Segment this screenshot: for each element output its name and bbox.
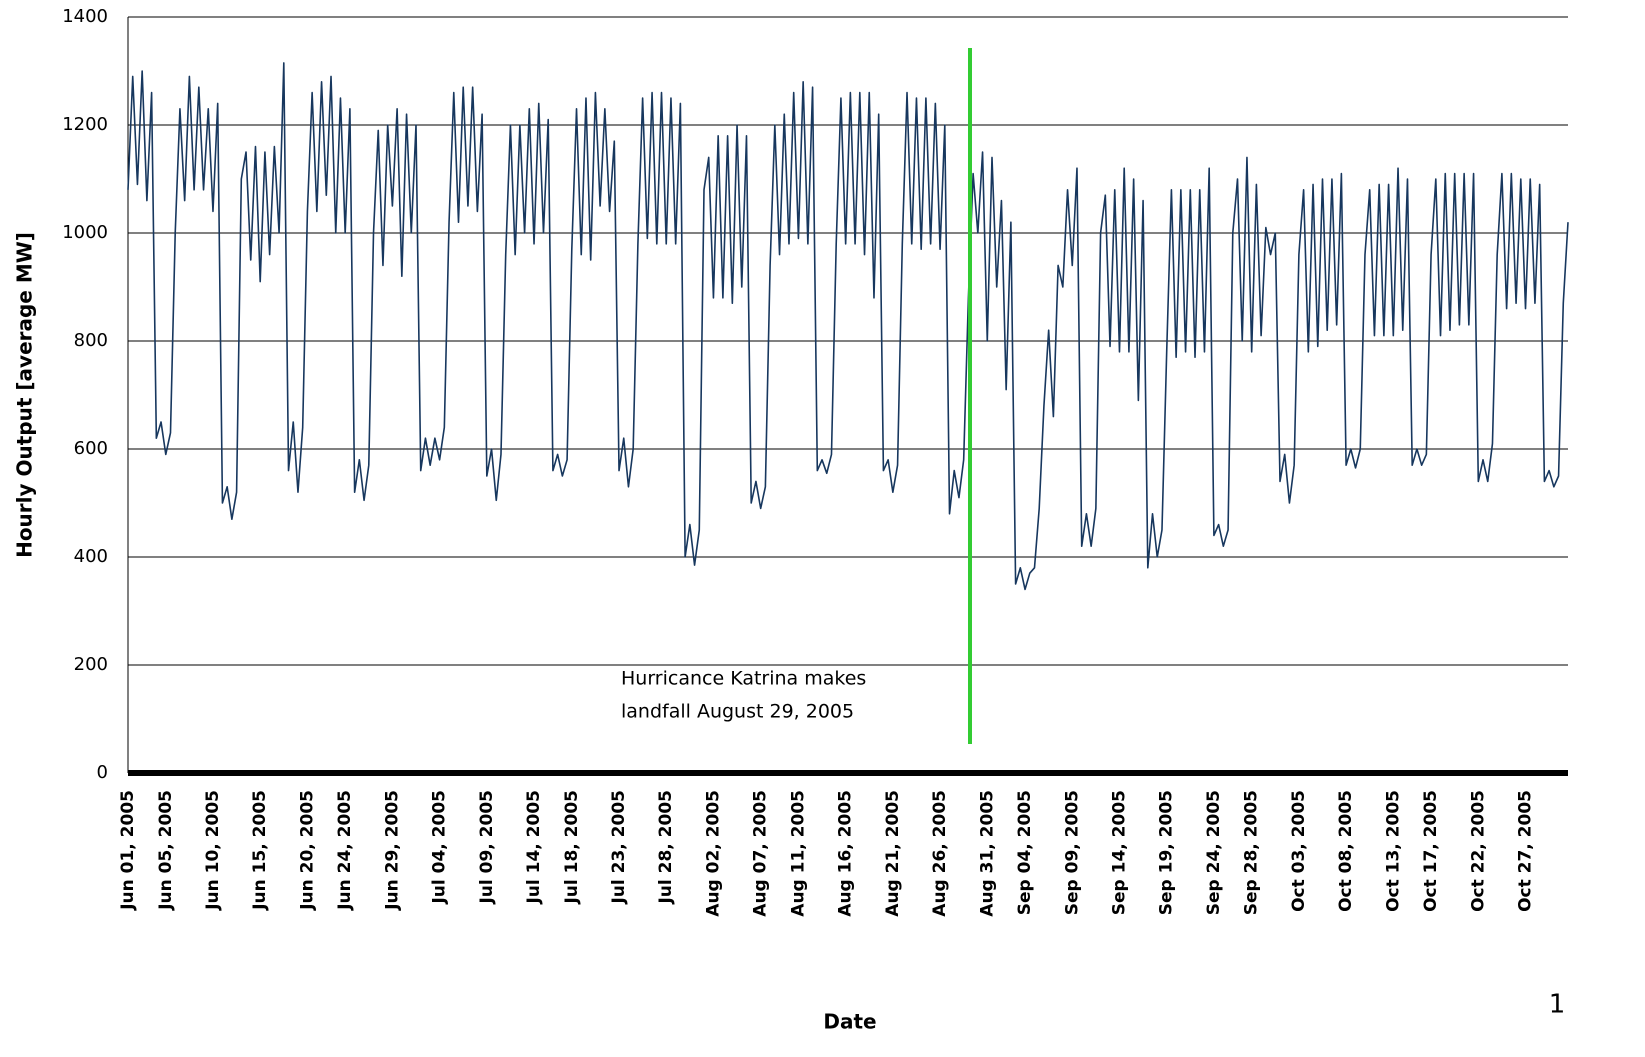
y-tick-label: 600 [74, 438, 108, 459]
x-tick-label: Jun 01, 2005 [118, 790, 138, 911]
y-tick-label: 800 [74, 330, 108, 351]
x-tick-label: Jun 29, 2005 [382, 790, 402, 911]
x-tick-label: Oct 22, 2005 [1468, 790, 1488, 912]
x-tick-label: Aug 21, 2005 [883, 790, 903, 917]
x-tick-label: Jul 23, 2005 [609, 790, 629, 905]
x-tick-label: Sep 24, 2005 [1204, 790, 1224, 915]
y-tick-label: 1200 [62, 114, 108, 135]
x-tick-label: Jul 28, 2005 [656, 790, 676, 905]
x-tick-label: Oct 03, 2005 [1289, 790, 1309, 912]
x-axis-label: Date [823, 1010, 876, 1034]
x-tick-label: Oct 08, 2005 [1336, 790, 1356, 912]
x-tick-label: Oct 17, 2005 [1421, 790, 1441, 912]
x-tick-label: Jun 20, 2005 [297, 790, 317, 911]
annotation: landfall August 29, 2005 [621, 701, 854, 723]
x-tick-label: Sep 04, 2005 [1015, 790, 1035, 915]
y-tick-label: 0 [97, 762, 108, 783]
x-tick-label: Jun 05, 2005 [156, 790, 176, 911]
y-tick-label: 200 [74, 654, 108, 675]
x-tick-label: Oct 27, 2005 [1516, 790, 1536, 912]
x-tick-label: Jun 10, 2005 [203, 790, 223, 911]
x-tick-label: Jul 04, 2005 [430, 790, 450, 905]
x-tick-label: Jul 14, 2005 [524, 790, 544, 905]
y-axis-label: Hourly Output [average MW] [13, 232, 37, 558]
x-tick-label: Aug 07, 2005 [751, 790, 771, 917]
x-tick-label: Jul 18, 2005 [562, 790, 582, 905]
x-tick-label: Sep 14, 2005 [1109, 790, 1129, 915]
x-tick-label: Aug 31, 2005 [977, 790, 997, 917]
y-tick-label: 1000 [62, 222, 108, 243]
page-number: 1 [1549, 990, 1566, 1020]
x-tick-label: Oct 13, 2005 [1383, 790, 1403, 912]
x-tick-label: Aug 02, 2005 [703, 790, 723, 917]
annotation: Hurricance Katrina makes [621, 668, 866, 690]
x-tick-label: Aug 26, 2005 [930, 790, 950, 917]
data-line [127, 62, 1569, 591]
x-tick-label: Sep 28, 2005 [1242, 790, 1262, 915]
y-tick-label: 400 [74, 546, 108, 567]
x-tick-label: Jun 24, 2005 [335, 790, 355, 911]
x-tick-label: Aug 11, 2005 [788, 790, 808, 917]
y-tick-label: 1400 [62, 6, 108, 27]
x-tick-label: Aug 16, 2005 [836, 790, 856, 917]
x-tick-label: Sep 09, 2005 [1062, 790, 1082, 915]
x-tick-label: Sep 19, 2005 [1157, 790, 1177, 915]
x-tick-label: Jun 15, 2005 [250, 790, 270, 911]
x-tick-label: Jul 09, 2005 [477, 790, 497, 905]
